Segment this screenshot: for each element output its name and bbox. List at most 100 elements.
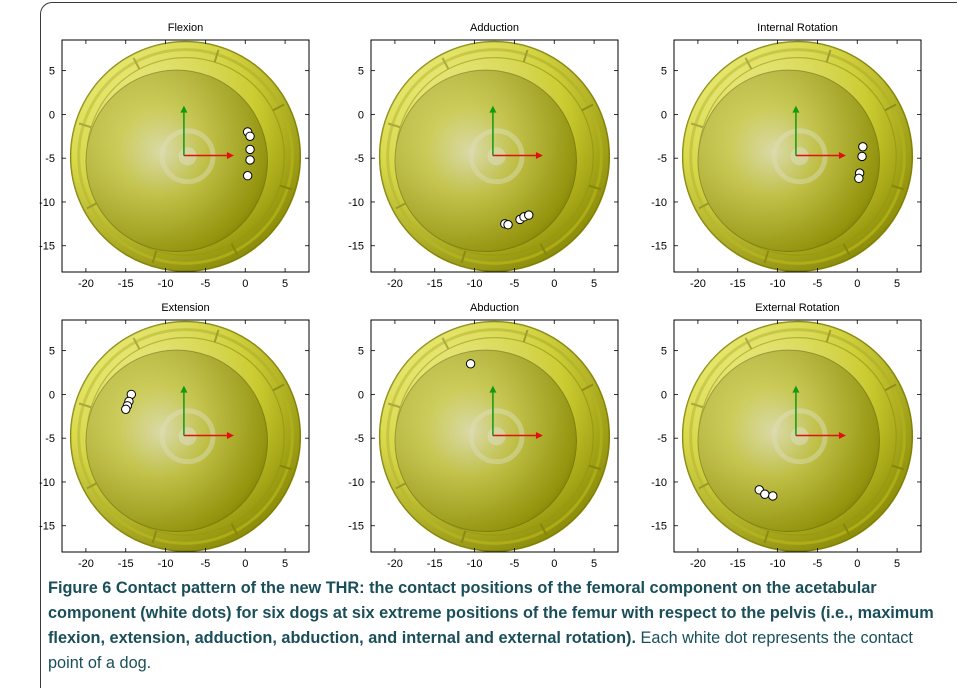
x-tick-label: -5: [201, 558, 211, 570]
y-tick-label: 0: [661, 389, 667, 401]
y-tick-label: 5: [358, 66, 364, 78]
y-tick-label: -10: [651, 197, 667, 209]
y-tick-label: -10: [651, 477, 667, 489]
y-tick-label: 0: [358, 109, 364, 121]
contact-point-flexion: [245, 131, 255, 142]
x-tick-label: -15: [427, 278, 443, 290]
x-tick-label: -20: [78, 558, 94, 570]
x-tick-label: -5: [201, 278, 211, 290]
x-tick-label: 0: [854, 278, 860, 290]
x-tick-label: -5: [510, 558, 520, 570]
plot-title: External Rotation: [755, 302, 839, 314]
x-tick-label: -5: [510, 278, 520, 290]
contact-point-adduction: [524, 210, 534, 220]
x-tick-label: 5: [894, 558, 900, 570]
acetabular-cup-render: [681, 320, 914, 552]
y-axis-arrow: [792, 105, 800, 156]
acetabular-cup-render: [69, 320, 302, 552]
y-tick-label: -10: [39, 197, 55, 209]
y-tick-label: -5: [354, 433, 364, 445]
x-tick-label: -10: [467, 558, 483, 570]
caption-rest-text: Each white dot represents the contact po…: [48, 629, 913, 672]
contact-point-flexion: [245, 144, 255, 155]
x-tick-label: 5: [894, 278, 900, 290]
caption-bold-text: Contact pattern of the new THR: the cont…: [48, 579, 934, 647]
acetabular-cup-render: [681, 40, 914, 272]
x-tick-label: 0: [551, 558, 557, 570]
y-tick-label: -5: [45, 153, 55, 165]
y-tick-label: 0: [661, 109, 667, 121]
y-axis-arrow: [489, 385, 497, 436]
y-tick-label: 5: [49, 66, 55, 78]
y-tick-label: 0: [358, 389, 364, 401]
x-tick-label: 0: [551, 278, 557, 290]
plot-abduction: Abduction -20 -15 -10 -5 0 5 5 0 -5 -10 -15: [348, 302, 619, 570]
y-tick-label: -5: [657, 433, 667, 445]
figure-panels: Flexion -20 -15 -10 -5 0 5 5 0 -5 -10 -15 Adduction…: [39, 0, 959, 570]
y-tick-label: 5: [49, 346, 55, 358]
contact-point-flexion: [242, 170, 253, 181]
y-tick-label: -15: [348, 521, 364, 533]
x-axis-arrow: [183, 432, 234, 440]
y-tick-label: -5: [657, 153, 667, 165]
y-axis-arrow: [489, 105, 497, 156]
y-tick-label: -15: [651, 241, 667, 253]
y-tick-label: 0: [49, 109, 55, 121]
contact-point-external-rotation: [760, 489, 770, 499]
y-tick-label: 0: [49, 389, 55, 401]
x-tick-label: -10: [770, 558, 786, 570]
plot-title: Flexion: [168, 22, 203, 34]
x-axis-arrow: [795, 152, 846, 160]
x-axis-arrow: [795, 432, 846, 440]
plot-title: Extension: [161, 302, 209, 314]
x-tick-label: -15: [427, 558, 443, 570]
x-tick-label: -10: [158, 278, 174, 290]
x-tick-label: -10: [467, 278, 483, 290]
acetabular-cup-render: [378, 320, 611, 552]
contact-point-extension: [121, 404, 131, 414]
x-tick-label: 5: [591, 278, 597, 290]
y-tick-label: -15: [651, 521, 667, 533]
x-tick-label: -20: [690, 558, 706, 570]
y-axis-arrow: [180, 105, 188, 156]
x-tick-label: -20: [690, 278, 706, 290]
x-tick-label: -20: [387, 278, 403, 290]
x-tick-label: -15: [730, 278, 746, 290]
y-tick-label: -10: [39, 477, 55, 489]
acetabular-cup-render: [378, 40, 611, 272]
caption-label: Figure 6: [48, 579, 112, 597]
x-tick-label: 0: [854, 558, 860, 570]
x-tick-label: 0: [242, 558, 248, 570]
plot-internal-rotation: Internal Rotation -20 -15 -10 -5 0 5 5 0 -5 -10 -15: [651, 22, 922, 290]
plot-title: Adduction: [470, 22, 519, 34]
y-tick-label: 5: [661, 346, 667, 358]
acetabular-cup-render: [69, 40, 302, 272]
plot-title: Internal Rotation: [757, 22, 838, 34]
figure-frame: [40, 2, 957, 688]
y-tick-label: -10: [348, 477, 364, 489]
contact-point-flexion: [245, 155, 255, 165]
contact-point-adduction: [503, 220, 513, 230]
contact-point-internal-rotation: [854, 173, 864, 184]
y-axis-arrow: [180, 385, 188, 436]
contact-point-internal-rotation: [857, 151, 867, 162]
x-axis-arrow: [492, 152, 543, 160]
y-tick-label: -5: [354, 153, 364, 165]
figure-caption: Figure 6 Contact pattern of the new THR:…: [48, 576, 948, 676]
x-tick-label: -10: [770, 278, 786, 290]
plot-external-rotation: External Rotation -20 -15 -10 -5 0 5 5 0 -5 -10 -15: [651, 302, 922, 570]
plot-adduction: Adduction -20 -15 -10 -5 0 5 5 0 -5 -10 -15: [348, 22, 619, 290]
y-axis-arrow: [792, 385, 800, 436]
y-tick-label: -15: [39, 241, 55, 253]
plot-extension: Extension -20 -15 -10 -5 0 5 5 0 -5 -10 -15: [39, 302, 310, 570]
x-axis-arrow: [183, 152, 234, 160]
x-tick-label: 0: [242, 278, 248, 290]
y-tick-label: 5: [358, 346, 364, 358]
x-tick-label: -15: [118, 558, 134, 570]
y-tick-label: -5: [45, 433, 55, 445]
x-tick-label: -5: [813, 558, 823, 570]
contact-point-abduction: [465, 359, 476, 369]
x-tick-label: -10: [158, 558, 174, 570]
x-tick-label: -20: [387, 558, 403, 570]
x-tick-label: -20: [78, 278, 94, 290]
